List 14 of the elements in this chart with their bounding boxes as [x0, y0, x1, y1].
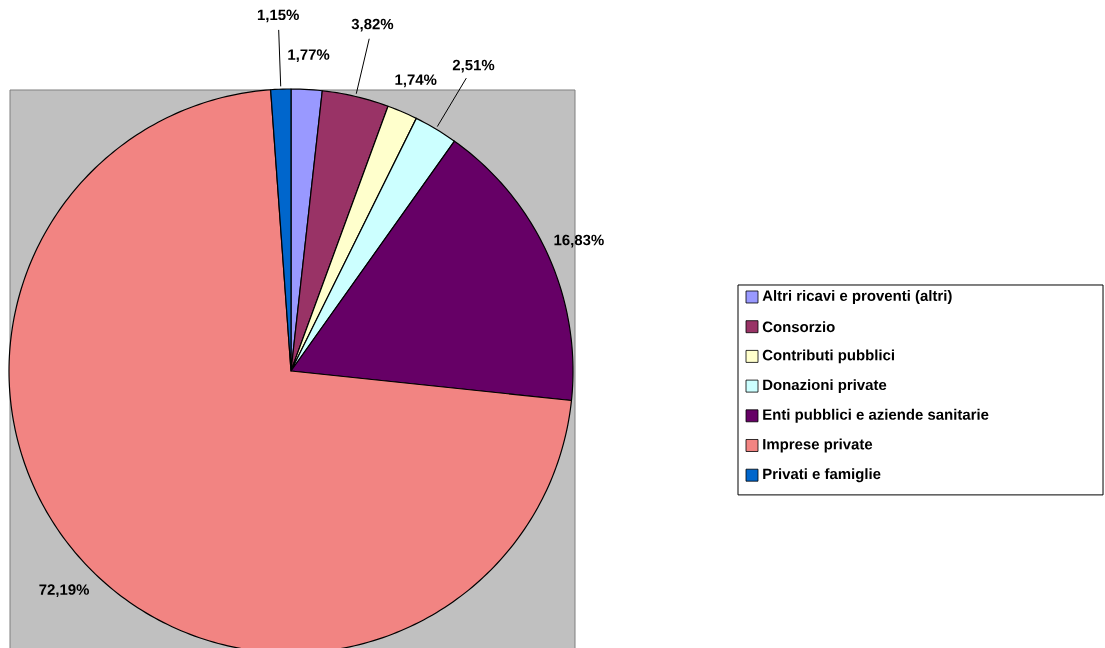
- legend-label: Altri ricavi e proventi (altri): [762, 290, 952, 304]
- data-label: 1,77%: [288, 49, 330, 62]
- legend-label: Donazioni private: [763, 379, 887, 394]
- data-label: 1,74%: [395, 74, 437, 88]
- data-label: 16,83%: [554, 234, 604, 248]
- legend-label: Consorzio: [762, 321, 835, 333]
- legend-label: Enti pubblici e aziende sanitarie: [763, 408, 989, 423]
- legend-label: Imprese private: [763, 438, 873, 453]
- data-label: 72,19%: [39, 584, 90, 598]
- legend-label: Privati e famiglie: [763, 468, 881, 483]
- legend-label: Contributi pubblici: [762, 349, 894, 364]
- data-label: 1,15%: [257, 9, 299, 23]
- data-label: 3,82%: [351, 18, 394, 32]
- data-label: 2,51%: [452, 59, 495, 73]
